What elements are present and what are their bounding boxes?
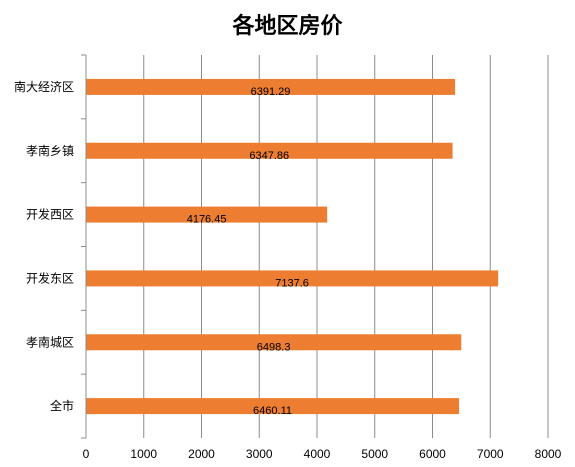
bars	[86, 78, 499, 415]
data-label: 6460.11	[253, 405, 292, 417]
bar	[86, 206, 328, 223]
bar	[86, 78, 456, 95]
x-tick-label: 3000	[246, 447, 273, 461]
x-tick-label: 8000	[535, 447, 562, 461]
bar	[86, 398, 460, 415]
bar	[86, 142, 453, 159]
category-label: 孝南城区	[26, 334, 74, 349]
x-tick-label: 1000	[130, 447, 157, 461]
x-tick-label: 4000	[304, 447, 331, 461]
data-label: 7137.6	[275, 277, 309, 289]
x-tick-label: 2000	[188, 447, 215, 461]
bar	[86, 270, 499, 287]
data-label: 6498.3	[257, 341, 291, 353]
x-tick-label: 5000	[361, 447, 388, 461]
axes	[81, 54, 87, 439]
chart-title: 各地区房价	[232, 13, 343, 39]
x-tick-label: 6000	[419, 447, 446, 461]
x-tick-label: 0	[83, 447, 90, 461]
gridlines	[143, 55, 549, 438]
category-label: 南大经济区	[14, 79, 74, 94]
labels: 0 1000 2000 3000 4000 5000 6000 7000 8000 南大经济区 63…	[14, 79, 562, 461]
x-tick-label: 7000	[477, 447, 504, 461]
data-label: 6347.86	[249, 150, 289, 162]
bar	[86, 334, 462, 351]
category-label: 开发西区	[26, 207, 74, 222]
category-label: 开发东区	[26, 270, 74, 285]
category-label: 孝南乡镇	[26, 143, 74, 158]
data-label: 4176.45	[187, 214, 227, 226]
data-label: 6391.29	[251, 86, 291, 98]
category-label: 全市	[50, 398, 74, 413]
